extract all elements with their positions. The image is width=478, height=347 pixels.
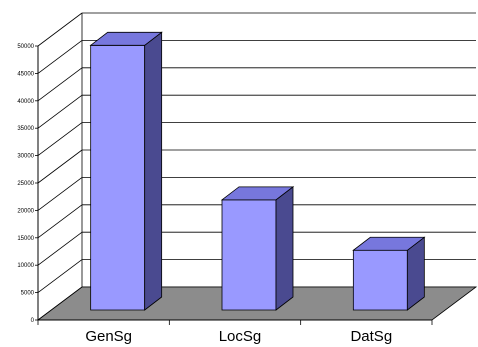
gridline-side [37,94,83,129]
y-tick-label: 25000 [17,181,34,187]
gridline-side [37,149,83,184]
bars [89,31,426,311]
bar-top [89,31,163,46]
bar-locsg [220,186,295,311]
gridline-side [37,259,83,293]
gridline-side [37,204,83,239]
bar-side [144,31,163,311]
bar-front [221,199,277,311]
bar-front [90,44,146,311]
bar-front [352,249,408,311]
gridline-side [37,40,83,74]
bar-datsg [352,236,426,311]
bar-top [352,236,426,251]
y-tick-label: 20000 [17,208,34,214]
bar-gensg [89,31,163,311]
x-axis-labels: GenSg LocSg DatSg [37,320,433,345]
gridline-side [37,12,83,47]
x-tick-label: LocSg [219,328,262,345]
x-tick-label: GenSg [85,328,132,345]
y-tick-label: 50000 [17,44,34,50]
gridline-side [37,177,83,211]
gridline-side [37,67,83,102]
y-tick-label: 0 [31,318,35,324]
y-tick-label: 5000 [21,291,35,297]
y-tick-label: 30000 [17,154,34,160]
gridline-side [37,231,83,266]
y-tick-label: 10000 [17,263,34,269]
y-axis-ticks: 0 5000 10000 15000 20000 25000 30000 35000 40000… [17,44,38,324]
y-tick-label: 40000 [17,99,34,105]
bar-top [220,186,295,201]
bar-side [275,186,294,311]
y-tick-label: 15000 [17,236,34,242]
y-tick-label: 35000 [17,126,34,132]
x-tick-label: DatSg [350,328,392,345]
y-tick-label: 45000 [17,71,34,77]
gridline-side [37,122,83,156]
